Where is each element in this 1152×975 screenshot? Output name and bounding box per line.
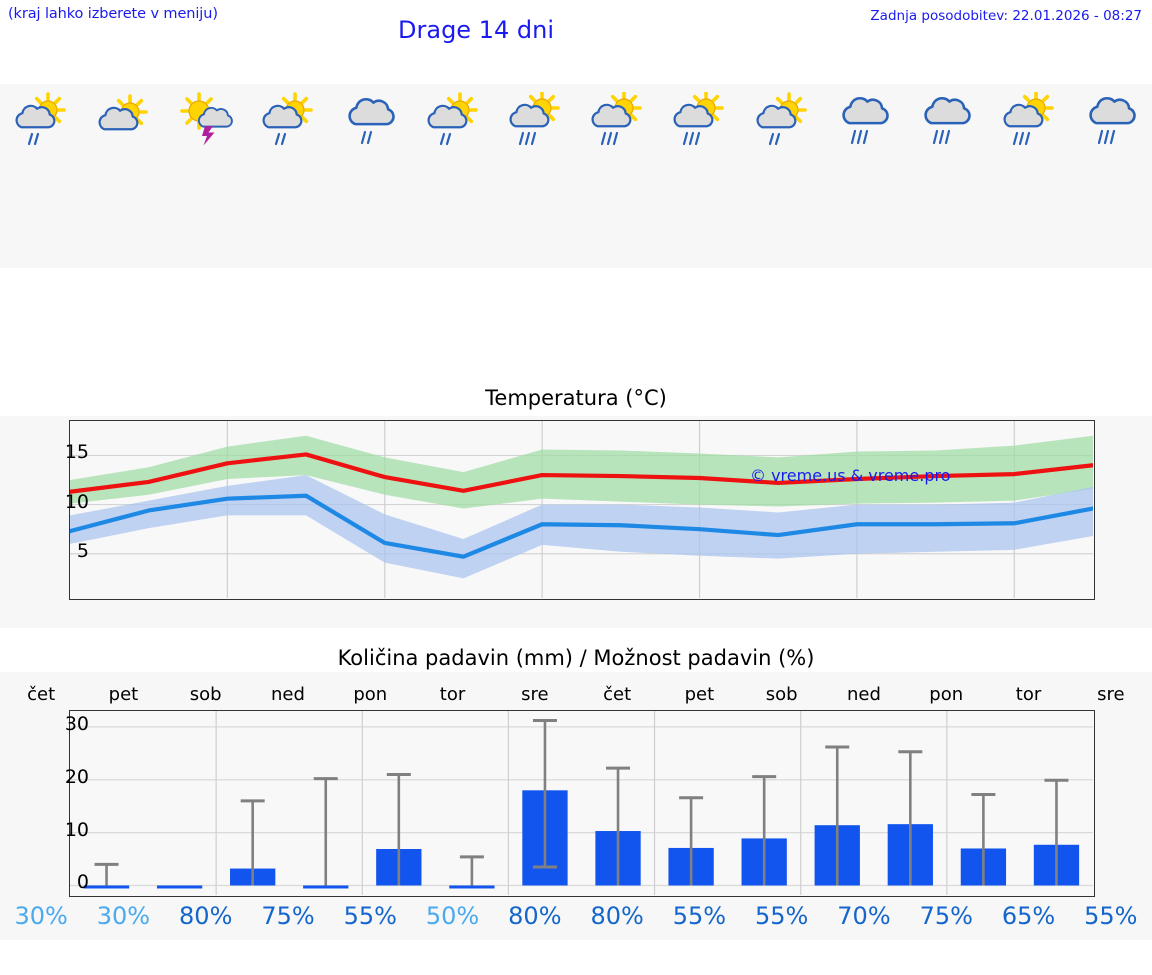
forecast-day-column[interactable] <box>987 84 1069 268</box>
cloud-heavyrain-icon <box>909 92 983 148</box>
forecast-day-column[interactable] <box>411 84 493 268</box>
precipitation-day-label: sob <box>189 684 222 705</box>
sun-cloud-rain-icon <box>251 92 325 148</box>
menu-hint-text: (kraj lahko izberete v meniju) <box>8 6 218 22</box>
precipitation-y-tick-label: 30 <box>64 712 89 735</box>
precipitation-probability: 80% <box>508 902 562 930</box>
forecast-strip <box>0 84 1152 268</box>
sun-cloud-rain-icon <box>745 92 819 148</box>
precipitation-day-label: čet <box>27 684 56 705</box>
precipitation-probability: 30% <box>14 902 68 930</box>
sun-cloud-heavyrain-icon <box>498 92 572 148</box>
precipitation-day-label: pet <box>108 684 139 705</box>
forecast-day-column[interactable] <box>576 84 658 268</box>
temperature-plot-area <box>69 420 1095 600</box>
sun-cloud-heavyrain-icon <box>662 92 736 148</box>
sun-cloud-rain-icon <box>416 92 490 148</box>
cloud-heavyrain-icon <box>1074 92 1148 148</box>
precipitation-probability: 50% <box>425 902 480 930</box>
precipitation-day-label: sre <box>1097 684 1125 705</box>
precipitation-day-label: čet <box>603 684 632 705</box>
forecast-day-column[interactable] <box>247 84 329 268</box>
forecast-day-column[interactable] <box>741 84 823 268</box>
sun-cloud-storm-icon <box>169 92 243 148</box>
precipitation-y-tick-label: 10 <box>64 818 89 841</box>
precipitation-day-label: ned <box>846 684 881 705</box>
forecast-day-column[interactable] <box>329 84 411 268</box>
cloud-rain-icon <box>333 92 407 148</box>
precipitation-probability: 55% <box>1084 902 1138 930</box>
forecast-day-column[interactable] <box>658 84 740 268</box>
precipitation-plot-area <box>69 710 1095 897</box>
temperature-chart-header: Temperatura (°C) <box>0 380 1152 416</box>
page-header: (kraj lahko izberete v meniju) Drage 14 … <box>0 0 1152 62</box>
precipitation-y-tick-label: 0 <box>76 871 89 894</box>
precipitation-probability: 55% <box>755 902 809 930</box>
precipitation-probability: 55% <box>672 902 727 930</box>
precipitation-probability: 55% <box>343 902 397 930</box>
precipitation-probability: 80% <box>179 902 233 930</box>
forecast-day-column[interactable] <box>0 84 82 268</box>
temperature-chart-title: Temperatura (°C) <box>485 386 667 410</box>
precipitation-probability: 70% <box>837 902 891 930</box>
precipitation-probability: 80% <box>590 902 644 930</box>
precipitation-probability: 75% <box>261 902 315 930</box>
copyright-credit: © vreme.us & vreme.pro <box>750 466 951 485</box>
temperature-y-tick-label: 15 <box>64 441 89 464</box>
forecast-day-column[interactable] <box>905 84 987 268</box>
precipitation-day-label: sob <box>765 684 798 705</box>
forecast-day-column[interactable] <box>165 84 247 268</box>
precipitation-probability: 75% <box>919 902 973 930</box>
precipitation-chart: Količina padavin (mm) / Možnost padavin … <box>0 640 1152 940</box>
precipitation-y-tick-label: 20 <box>64 765 89 788</box>
precipitation-day-label: sre <box>521 684 549 705</box>
precipitation-day-label: tor <box>439 684 466 705</box>
precipitation-day-labels: čet pet sob ned pon tor sre čet pet sob ned pon tor s… <box>0 684 1152 705</box>
forecast-day-column[interactable] <box>823 84 905 268</box>
precipitation-day-label: pet <box>684 684 715 705</box>
precipitation-probability: 65% <box>1001 902 1056 930</box>
precipitation-day-label: ned <box>271 684 305 705</box>
cloud-heavyrain-icon <box>827 92 901 148</box>
forecast-day-column[interactable] <box>494 84 576 268</box>
page-title: Drage 14 dni <box>398 16 554 44</box>
sun-cloud-icon <box>86 92 160 148</box>
precipitation-chart-header: Količina padavin (mm) / Možnost padavin … <box>0 640 1152 672</box>
temperature-chart: Temperatura (°C) 5 10 15 <box>0 380 1152 628</box>
precipitation-day-label: pon <box>929 684 964 705</box>
forecast-day-column[interactable] <box>1070 84 1152 268</box>
sun-cloud-heavyrain-icon <box>992 92 1066 148</box>
precipitation-chart-title: Količina padavin (mm) / Možnost padavin … <box>337 646 815 670</box>
precipitation-probability-row: 30% 30% 80% 75% 55% 50% 80% 80% 55% 55% 70% 75% 65% 5… <box>0 902 1152 930</box>
precipitation-probability: 30% <box>96 902 151 930</box>
forecast-day-column[interactable] <box>82 84 164 268</box>
precipitation-day-label: tor <box>1015 684 1042 705</box>
temperature-y-tick-label: 5 <box>76 539 89 562</box>
temperature-y-tick-label: 10 <box>64 490 89 513</box>
sun-cloud-rain-icon <box>4 92 78 148</box>
last-updated-text: Zadnja posodobitev: 22.01.2026 - 08:27 <box>870 8 1142 24</box>
sun-cloud-heavyrain-icon <box>580 92 654 148</box>
precipitation-day-label: pon <box>353 684 388 705</box>
